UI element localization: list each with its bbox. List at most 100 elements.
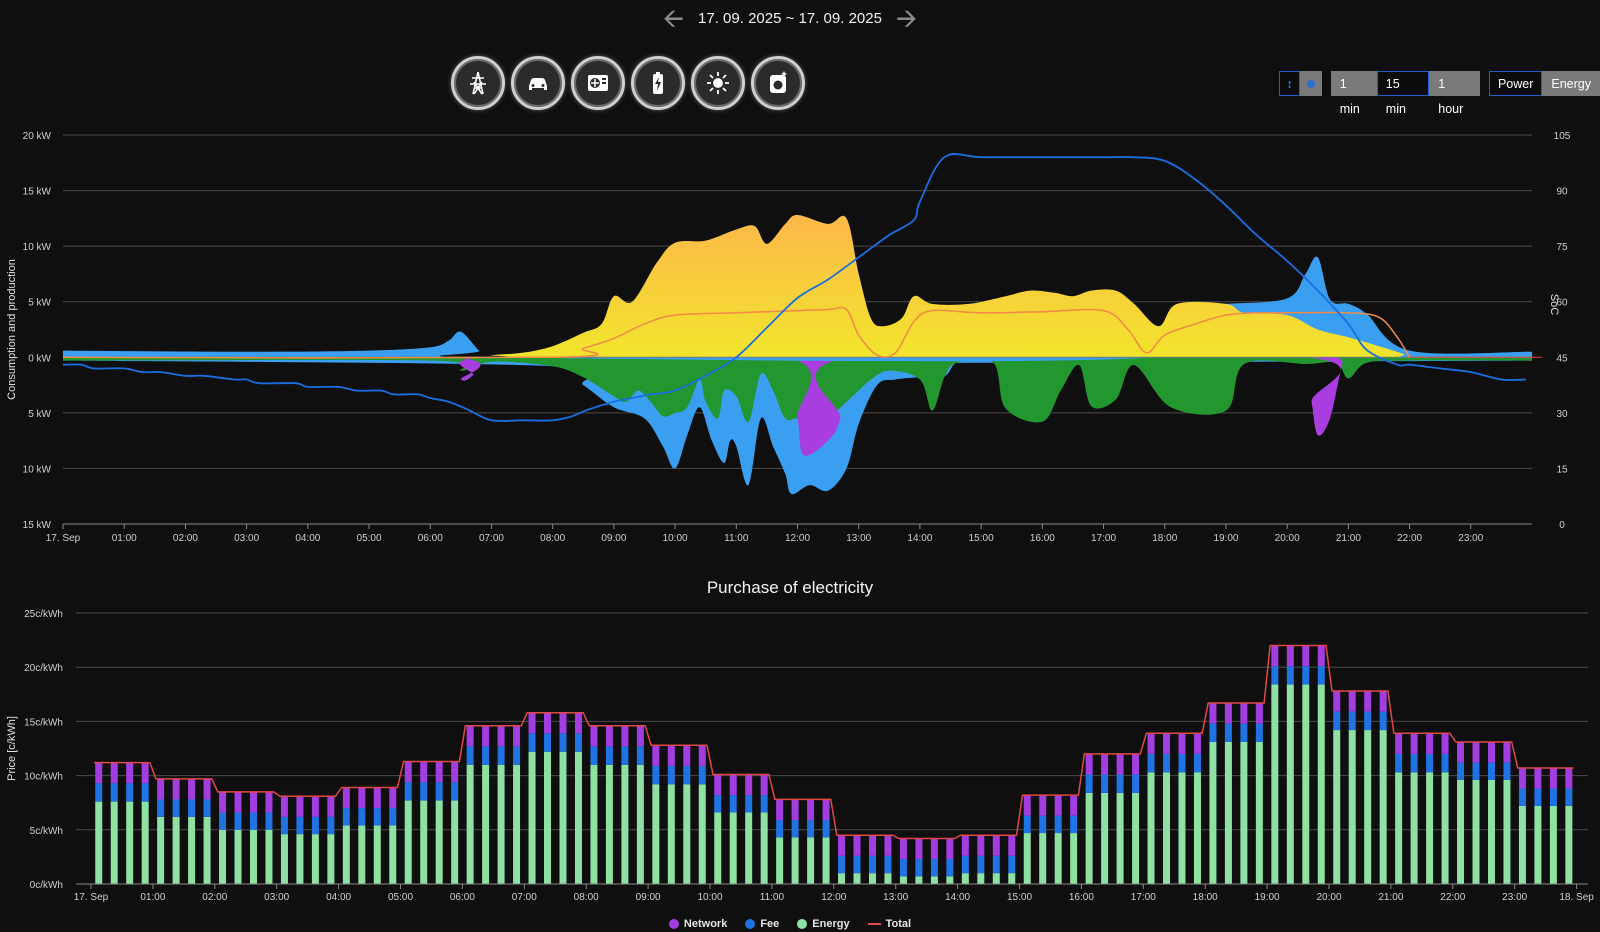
- scale-option-button[interactable]: [1300, 71, 1322, 96]
- bar-network: [1054, 795, 1062, 816]
- bar-network: [126, 762, 134, 784]
- mode-power-button[interactable]: Power: [1488, 71, 1543, 96]
- bar-energy: [451, 800, 459, 884]
- x-tick-label: 17. Sep: [74, 892, 109, 903]
- legend-swatch-network: [668, 919, 679, 929]
- x-tick-label: 07:00: [479, 533, 504, 544]
- x-tick-label: 05:00: [357, 533, 382, 544]
- bar-energy: [853, 873, 861, 884]
- interval-1min-button[interactable]: 1 min: [1330, 71, 1377, 116]
- bar-network: [1255, 702, 1263, 724]
- bar-network: [358, 787, 366, 809]
- arrow-right-icon[interactable]: 🡪: [895, 3, 918, 33]
- x-tick-label: 17:00: [1091, 533, 1116, 544]
- bar-energy: [1317, 684, 1325, 884]
- x-tick-label: 12:00: [785, 533, 810, 544]
- bar-energy: [188, 816, 196, 884]
- x-tick-label: 21:00: [1378, 892, 1403, 903]
- bar-fee: [822, 820, 830, 838]
- bar-fee: [807, 820, 815, 838]
- bar-fee: [853, 855, 861, 874]
- bar-energy: [1271, 684, 1279, 884]
- bar-network: [1039, 795, 1047, 816]
- x-tick-label: 08:00: [574, 892, 599, 903]
- bar-fee: [1472, 762, 1480, 780]
- grid-import-negative-area: [63, 357, 1532, 495]
- device-grid-button[interactable]: [451, 56, 505, 110]
- device-car-button[interactable]: [511, 56, 565, 110]
- legend-item-fee[interactable]: Fee: [745, 918, 779, 930]
- scale-toggle-button[interactable]: ↕: [1279, 71, 1301, 96]
- bar-network: [1317, 645, 1325, 667]
- bar-energy: [420, 800, 428, 884]
- x-tick-label: 20:00: [1316, 892, 1341, 903]
- bar-fee: [327, 816, 335, 835]
- bar-energy: [358, 825, 366, 884]
- y-tick-label: 10c/kWh: [24, 772, 63, 783]
- bar-fee: [791, 820, 799, 838]
- bar-fee: [1379, 711, 1387, 731]
- mode-energy-button[interactable]: Energy: [1542, 71, 1600, 96]
- y-tick-label: 20 kW: [23, 131, 52, 142]
- bar-network: [513, 725, 521, 747]
- bar-network: [110, 762, 118, 784]
- bar-network: [528, 712, 536, 734]
- bar-network: [1487, 741, 1495, 763]
- legend-item-total[interactable]: Total: [867, 918, 911, 930]
- bar-fee: [1224, 723, 1232, 742]
- bar-energy: [95, 801, 103, 884]
- x-tick-label: 23:00: [1502, 892, 1527, 903]
- x-tick-label: 05:00: [388, 892, 413, 903]
- device-heatpump-button[interactable]: [571, 56, 625, 110]
- bar-network: [249, 791, 257, 813]
- soc-line: [62, 153, 1526, 422]
- device-appliance-button[interactable]: [751, 56, 805, 110]
- car-icon: [529, 78, 547, 90]
- date-range[interactable]: 17. 09. 2025 ~ 17. 09. 2025: [698, 9, 882, 27]
- bar-energy: [466, 764, 474, 884]
- bar-fee: [683, 765, 691, 785]
- device-battery-button[interactable]: [631, 56, 685, 110]
- bar-fee: [95, 783, 103, 802]
- bar-energy: [1132, 792, 1140, 884]
- legend-item-network[interactable]: Network: [668, 918, 727, 930]
- bar-fee: [1271, 666, 1279, 685]
- bar-network: [667, 745, 675, 766]
- x-tick-label: 21:00: [1336, 533, 1361, 544]
- power-chart: 20 kW 105 15 kW 90 10 kW 75 5 kW 60 0 kW 45 5 kW 30…: [6, 131, 1571, 544]
- bar-fee: [1534, 788, 1542, 806]
- bar-fee: [1132, 774, 1140, 793]
- y-tick-label: 5 kW: [28, 409, 51, 420]
- bar-energy: [946, 876, 954, 884]
- bar-energy: [1410, 772, 1418, 884]
- bar-energy: [1224, 741, 1232, 884]
- x-tick-label: 20:00: [1275, 533, 1300, 544]
- bar-energy: [977, 873, 985, 884]
- bar-energy: [838, 873, 846, 884]
- bar-energy: [234, 829, 242, 884]
- bar-fee: [652, 765, 660, 785]
- bar-energy: [899, 876, 907, 884]
- legend-item-energy[interactable]: Energy: [797, 918, 850, 930]
- price-chart: 25c/kWh 20c/kWh 15c/kWh 10c/kWh 5c/kWh 0c/kWh…: [6, 609, 1594, 903]
- x-tick-label: 16:00: [1030, 533, 1055, 544]
- device-solar-button[interactable]: [691, 56, 745, 110]
- bar-energy: [1457, 779, 1465, 884]
- bar-network: [1472, 741, 1480, 763]
- arrow-left-icon[interactable]: 🡨: [662, 3, 685, 33]
- bar-fee: [946, 859, 954, 877]
- bar-energy: [172, 816, 180, 884]
- bar-network: [172, 778, 180, 800]
- interval-1hour-button[interactable]: 1 hour: [1429, 71, 1480, 116]
- bar-fee: [729, 795, 737, 813]
- bar-fee: [745, 795, 753, 813]
- interval-15min-button[interactable]: 15 min: [1376, 71, 1430, 116]
- bar-network: [1549, 768, 1557, 789]
- bar-network: [373, 787, 381, 809]
- bar-energy: [157, 816, 165, 884]
- power-grid-icon: [470, 71, 486, 95]
- bar-energy: [636, 764, 644, 884]
- bar-fee: [714, 795, 722, 813]
- bar-network: [451, 761, 459, 783]
- bar-network: [342, 787, 350, 809]
